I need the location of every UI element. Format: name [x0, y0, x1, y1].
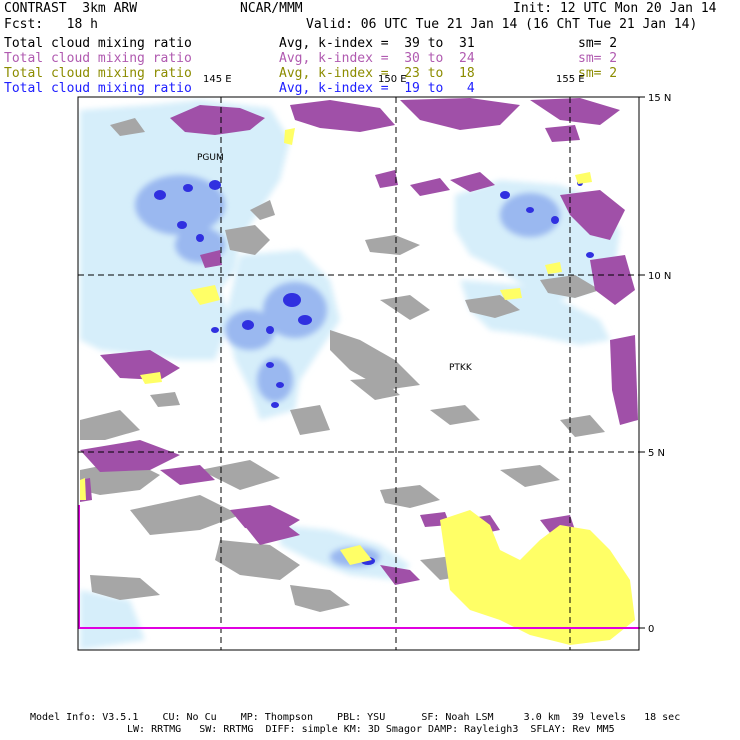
lat-label-0: 0: [648, 624, 654, 635]
field-sm-2: sm= 2: [578, 51, 618, 66]
lat-lon-grid: [78, 97, 639, 650]
station-pgum: PGUM: [197, 153, 224, 163]
field-sm-3: sm= 2: [578, 66, 618, 81]
organization-label: NCAR/MMM: [240, 1, 303, 16]
mid-level-cloud-layer: [80, 128, 635, 645]
lat-label-10n: 10 N: [648, 271, 671, 282]
model-info-line-1: Model Info: V3.5.1 CU: No Cu MP: Thompso…: [30, 712, 681, 723]
forecast-hour: Fcst: 18 h: [4, 17, 98, 32]
map-frame: [77, 96, 640, 651]
lon-label-155: 155 E: [556, 74, 585, 85]
tick-marks: [639, 96, 645, 629]
field-avg-4: Avg, k-index = 19 to 4: [279, 81, 475, 96]
field-sm-1: sm= 2: [578, 36, 618, 51]
field-avg-1: Avg, k-index = 39 to 31: [279, 36, 475, 51]
lat-label-15n: 15 N: [648, 93, 671, 104]
field-name-4: Total cloud mixing ratio: [4, 81, 192, 96]
lon-label-145: 145 E: [203, 74, 232, 85]
model-info-line-2: LW: RRTMG SW: RRTMG DIFF: simple KM: 3D …: [127, 724, 615, 735]
low-cloud-layer: [80, 118, 605, 612]
valid-time: Valid: 06 UTC Tue 21 Jan 14 (16 ChT Tue …: [306, 17, 698, 32]
station-ptkk: PTKK: [449, 363, 473, 373]
field-avg-3: Avg, k-index = 23 to 18: [279, 66, 475, 81]
field-name-2: Total cloud mixing ratio: [4, 51, 192, 66]
field-name-3: Total cloud mixing ratio: [4, 66, 192, 81]
lon-label-150: 150 E: [378, 74, 407, 85]
model-title: CONTRAST 3km ARW: [4, 1, 138, 16]
field-name-1: Total cloud mixing ratio: [4, 36, 192, 51]
domain-boundary: [78, 505, 639, 629]
init-time: Init: 12 UTC Mon 20 Jan 14: [513, 1, 717, 16]
lat-label-5n: 5 N: [648, 448, 665, 459]
field-avg-2: Avg, k-index = 30 to 24: [279, 51, 475, 66]
